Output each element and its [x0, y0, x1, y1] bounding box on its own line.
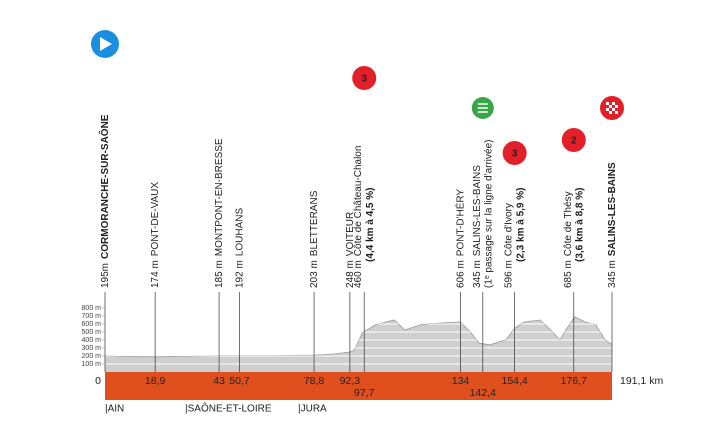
waypoint-label: 345 m SALINS-LES-BAINS — [607, 162, 618, 288]
waypoint-label: 203 m BLETTERANS — [309, 190, 320, 288]
waypoint-detail: (4,4 km à 4,5 %) — [365, 188, 376, 262]
km-label: 176,7 — [561, 375, 587, 387]
altitude: 345 m — [471, 260, 482, 288]
waypoint-label: 185 m MONTPONT-EN-BRESSE — [214, 138, 225, 288]
climb-category: 3 — [512, 149, 518, 160]
km-label: 142,4 — [470, 387, 496, 399]
y-tick-label: 100 m — [82, 361, 102, 368]
place-name: PONT-DE-VAUX — [150, 182, 161, 257]
finish-check — [606, 102, 609, 105]
waypoint-text: 185 m MONTPONT-EN-BRESSE — [214, 138, 225, 288]
km-label: 134 — [452, 375, 470, 387]
finish-check — [615, 111, 618, 114]
waypoint-label: 606 m PONT-D'HÉRY — [453, 189, 466, 288]
finish-check — [612, 108, 615, 111]
y-tick-label: 800 m — [82, 305, 102, 312]
region-label: |SAÔNE-ET-LOIRE — [185, 402, 272, 415]
altitude: 248 m — [345, 260, 356, 288]
place-name: MONTPONT-EN-BRESSE — [214, 138, 225, 256]
place-name: CORMORANCHE-SUR-SAÔNE — [98, 114, 111, 259]
altitude: 174 m — [150, 260, 161, 288]
altitude: 345 m — [607, 260, 618, 288]
altitude: 460 m — [353, 260, 364, 288]
km-label: 97,7 — [354, 387, 375, 399]
climb-icon — [561, 128, 586, 152]
place-name: Côte de Thésy — [562, 191, 573, 256]
place-name: Côte d'Ivory — [503, 203, 514, 256]
climb-category: 2 — [571, 136, 577, 147]
altitude: 606 m — [455, 260, 466, 288]
finish-check — [609, 111, 612, 114]
start-arrow — [100, 37, 112, 51]
km-label: 92,3 — [340, 375, 361, 387]
y-tick-label: 200 m — [82, 353, 102, 360]
place-name: VOITEUR — [345, 212, 356, 256]
y-tick-label: 500 m — [82, 329, 102, 336]
waypoint-text: 685 m Côte de Thésy — [562, 191, 573, 288]
waypoint-text: 345 m SALINS-LES-BAINS — [607, 162, 618, 288]
y-tick-label: 300 m — [82, 345, 102, 352]
place-name: PONT-D'HÉRY — [453, 189, 466, 257]
waypoint-text: 345 m SALINS-LES-BAINS — [471, 165, 482, 288]
y-tick-label: 400 m — [82, 337, 102, 344]
km-label: 18,9 — [145, 375, 166, 387]
waypoint-detail: (2,3 km à 5,9 %) — [515, 188, 526, 262]
altitude: 195m — [100, 263, 111, 288]
waypoint-text: 174 m PONT-DE-VAUX — [150, 182, 161, 288]
km-label: 191,1 km — [620, 375, 663, 387]
place-name: SALINS-LES-BAINS — [471, 165, 482, 256]
altitude: 596 m — [503, 260, 514, 288]
waypoint-label: 345 m SALINS-LES-BAINS (1ᵉ passage sur la … — [471, 140, 494, 288]
place-name: LOUHANS — [234, 208, 245, 257]
waypoint-text: 460 m Côte de Château-Chalon — [353, 146, 364, 288]
km-label: 154,4 — [501, 375, 527, 387]
waypoint-label: 192 m LOUHANS — [234, 208, 245, 288]
altitude: 685 m — [562, 260, 573, 288]
region-label: |JURA — [298, 404, 327, 415]
altitude: 185 m — [214, 260, 225, 288]
place-name: BLETTERANS — [309, 190, 320, 256]
waypoint-label: 195m CORMORANCHE-SUR-SAÔNE — [98, 114, 111, 288]
region-label: |AIN — [105, 404, 124, 415]
y-tick-label: 700 m — [82, 313, 102, 320]
distance-bar — [105, 372, 612, 400]
waypoint-text: 596 m Côte d'Ivory — [503, 203, 514, 288]
waypoint-text: 606 m PONT-D'HÉRY — [453, 189, 466, 288]
waypoint-detail: (3,6 km à 8,8 %) — [574, 188, 585, 262]
waypoint-label: 460 m Côte de Château-Chalon (4,4 km à 4,5… — [353, 146, 376, 288]
waypoint-label: 174 m PONT-DE-VAUX — [150, 182, 161, 288]
altitude: 192 m — [234, 260, 245, 288]
profile-area — [105, 316, 612, 372]
waypoint-text: 248 m VOITEUR — [345, 212, 356, 288]
finish-check — [612, 102, 615, 105]
climb-icon — [502, 141, 527, 165]
finish-check — [606, 108, 609, 111]
waypoint-label: 685 m Côte de Thésy (3,6 km à 8,8 %) — [562, 188, 585, 288]
km-label: 0 — [95, 375, 101, 387]
waypoint-text: 203 m BLETTERANS — [309, 190, 320, 288]
waypoint-detail: (1ᵉ passage sur la ligne d'arrivée) — [483, 140, 494, 288]
km-label: 43 — [213, 375, 225, 387]
profile-line — [104, 316, 613, 358]
km-label: 78,8 — [304, 375, 325, 387]
altitude: 203 m — [309, 260, 320, 288]
place-name: Côte de Château-Chalon — [353, 146, 364, 257]
finish-check — [615, 105, 618, 108]
waypoint-label: 596 m Côte d'Ivory (2,3 km à 5,9 %) — [503, 188, 526, 288]
waypoint-text: 192 m LOUHANS — [234, 208, 245, 288]
waypoint-text: 195m CORMORANCHE-SUR-SAÔNE — [98, 114, 111, 288]
finish-check — [609, 105, 612, 108]
km-label: 50,7 — [229, 375, 250, 387]
waypoint-label: 248 m VOITEUR — [345, 212, 356, 288]
climb-icon — [352, 66, 377, 90]
climb-category: 3 — [361, 74, 367, 85]
place-name: SALINS-LES-BAINS — [607, 162, 618, 256]
y-tick-label: 600 m — [82, 321, 102, 328]
